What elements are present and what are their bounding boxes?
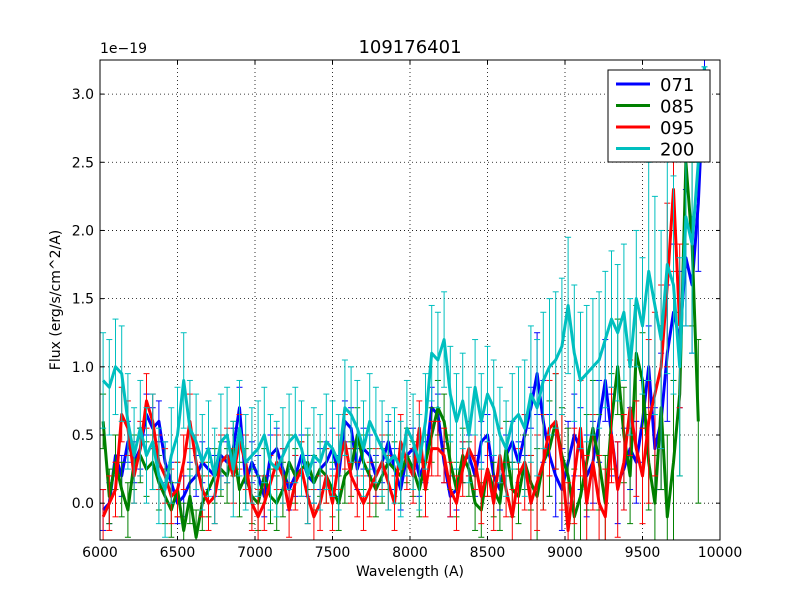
y-scale-label: 1e−19 <box>100 41 147 57</box>
series-200 <box>100 66 708 538</box>
x-tick-label: 9000 <box>547 545 583 561</box>
series-line-095 <box>101 188 682 532</box>
legend-label: 200 <box>660 140 694 161</box>
y-tick-label: 0.5 <box>72 428 94 444</box>
x-tick-label: 9500 <box>625 545 661 561</box>
chart-title: 109176401 <box>358 37 461 58</box>
data-series <box>100 60 708 540</box>
legend-label: 085 <box>660 97 694 118</box>
x-tick-label: 6500 <box>160 545 196 561</box>
y-axis-label: Flux (erg/s/cm^2/A) <box>48 230 64 370</box>
y-tick-label: 3.0 <box>72 87 94 103</box>
legend-label: 095 <box>660 118 694 139</box>
x-axis-label: Wavelength (A) <box>356 564 464 580</box>
y-tick-label: 0.0 <box>72 496 94 512</box>
y-tick-label: 1.5 <box>72 292 94 308</box>
series-line-200 <box>101 66 706 491</box>
axis-ticks: 6000 6500 7000 7500 8000 8500 9000 9500 10000 0.0… <box>72 60 743 561</box>
y-tick-label: 2.5 <box>72 155 94 171</box>
x-tick-label: 8000 <box>392 545 428 561</box>
y-tick-label: 1.0 <box>72 360 94 376</box>
x-tick-label: 6000 <box>82 545 118 561</box>
y-tick-label: 2.0 <box>72 223 94 239</box>
legend-label: 071 <box>660 75 694 96</box>
x-tick-label: 10000 <box>698 545 743 561</box>
series-line-071 <box>101 66 706 512</box>
x-tick-label: 8500 <box>470 545 506 561</box>
x-tick-label: 7500 <box>315 545 351 561</box>
x-tick-label: 7000 <box>237 545 273 561</box>
